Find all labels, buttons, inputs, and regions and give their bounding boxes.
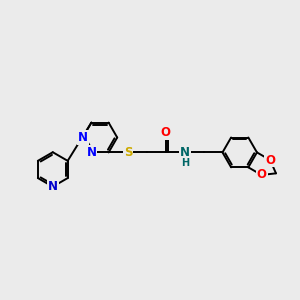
Text: N: N (78, 131, 88, 144)
Text: O: O (265, 154, 275, 166)
Text: N: N (86, 146, 96, 159)
Text: O: O (256, 169, 267, 182)
Text: H: H (181, 158, 189, 168)
Text: N: N (48, 180, 58, 193)
Text: S: S (124, 146, 132, 159)
Text: N: N (180, 146, 190, 159)
Text: O: O (161, 127, 171, 140)
